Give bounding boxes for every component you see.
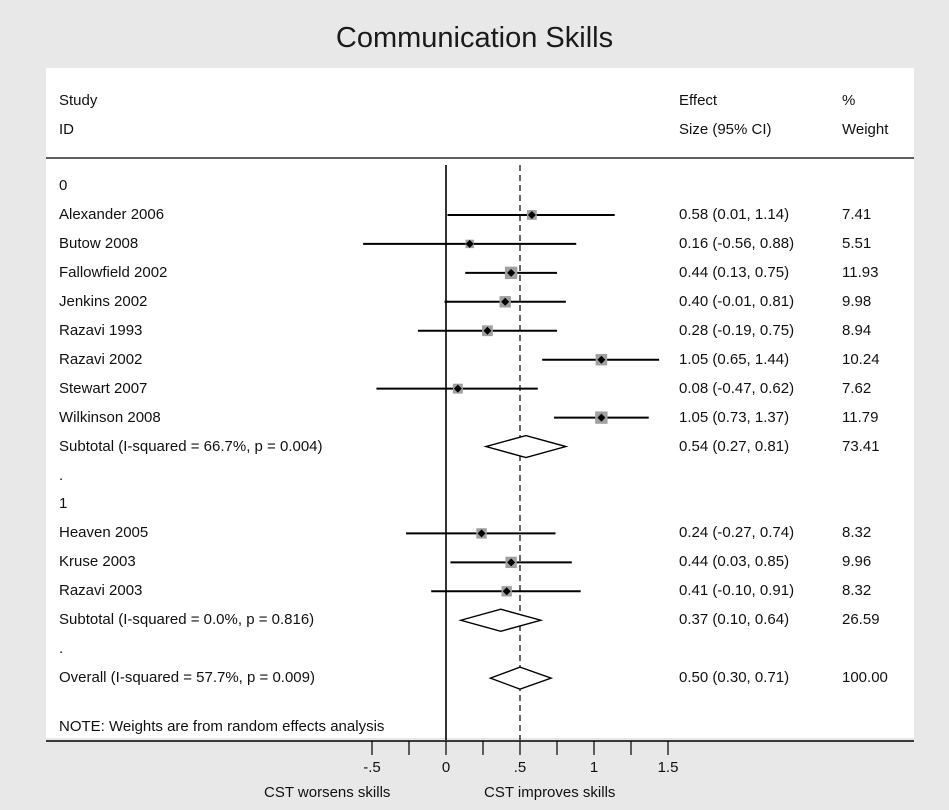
weight-value: 26.59	[842, 611, 880, 629]
weight-value: 8.32	[842, 582, 872, 600]
header-id: ID	[59, 121, 74, 138]
weight-value: 5.51	[842, 234, 872, 252]
spacer-dot: .	[59, 466, 64, 484]
plot-area	[46, 68, 914, 738]
study-label: Wilkinson 2008	[59, 408, 161, 426]
point-estimate-marker	[597, 413, 606, 422]
subtotal-diamond	[483, 434, 569, 459]
point-estimate-marker	[465, 239, 474, 248]
study-label: Razavi 2002	[59, 350, 143, 368]
study-label: Razavi 1993	[59, 321, 143, 339]
header-size-ci: Size (95% CI)	[679, 121, 772, 138]
study-label: Fallowfield 2002	[59, 263, 168, 281]
weight-value: 8.94	[842, 321, 872, 339]
effect-ci-value: 0.40 (-0.01, 0.81)	[679, 292, 795, 310]
effect-ci-value: 0.37 (0.10, 0.64)	[679, 611, 790, 629]
x-tick-label: 1.5	[657, 759, 679, 776]
chart-title: Communication Skills	[335, 22, 614, 54]
header-percent: %	[842, 92, 856, 109]
effect-ci-value: 0.08 (-0.47, 0.62)	[679, 379, 795, 397]
overall-label: Overall (I-squared = 57.7%, p = 0.009)	[59, 669, 315, 687]
overall-diamond	[488, 666, 554, 690]
x-tick-label: .5	[513, 759, 527, 776]
weight-value: 11.79	[842, 408, 879, 426]
x-tick-label: 1	[589, 759, 599, 776]
header-study: Study	[59, 92, 98, 109]
weight-value: 8.32	[842, 524, 872, 542]
axis-label-right: CST improves skills	[484, 784, 616, 801]
group-label: 1	[59, 495, 68, 513]
effect-ci-value: 0.24 (-0.27, 0.74)	[679, 524, 795, 542]
study-label: Stewart 2007	[59, 379, 148, 397]
weights-note: NOTE: Weights are from random effects an…	[59, 718, 385, 735]
study-label: Alexander 2006	[59, 205, 165, 223]
point-estimate-marker	[527, 210, 536, 219]
group-label: 0	[59, 177, 68, 194]
point-estimate-marker	[502, 587, 511, 596]
study-label: Butow 2008	[59, 234, 139, 252]
x-tick-label: -.5	[363, 759, 381, 776]
axis-label-left: CST worsens skills	[264, 784, 391, 801]
point-estimate-marker	[483, 326, 492, 335]
effect-ci-value: 0.54 (0.27, 0.81)	[679, 437, 790, 455]
point-estimate-marker	[453, 384, 462, 393]
point-estimate-marker	[507, 268, 516, 277]
weight-value: 9.98	[842, 292, 872, 310]
spacer-dot: .	[59, 640, 64, 658]
header-effect: Effect	[679, 92, 718, 109]
weight-value: 7.41	[842, 205, 872, 223]
effect-ci-value: 1.05 (0.65, 1.44)	[679, 350, 790, 368]
weight-value: 11.93	[842, 263, 879, 281]
study-label: Kruse 2003	[59, 553, 136, 571]
weight-value: 7.62	[842, 379, 872, 397]
weight-value: 73.41	[842, 437, 880, 455]
study-label: Heaven 2005	[59, 524, 149, 542]
point-estimate-marker	[597, 355, 606, 364]
effect-ci-value: 0.58 (0.01, 1.14)	[679, 205, 790, 223]
point-estimate-marker	[477, 529, 486, 538]
point-estimate-marker	[507, 558, 516, 567]
weight-value: 100.00	[842, 669, 888, 687]
effect-ci-value: 0.41 (-0.10, 0.91)	[679, 582, 795, 600]
effect-ci-value: 0.44 (0.13, 0.75)	[679, 263, 790, 281]
subtotal-label: Subtotal (I-squared = 0.0%, p = 0.816)	[59, 611, 315, 629]
header-weight: Weight	[842, 121, 889, 138]
effect-ci-value: 1.05 (0.73, 1.37)	[679, 408, 790, 426]
x-tick-label: 0	[441, 759, 451, 776]
subtotal-diamond	[458, 608, 544, 632]
effect-ci-value: 0.16 (-0.56, 0.88)	[679, 234, 795, 252]
effect-ci-value: 0.44 (0.03, 0.85)	[679, 553, 790, 571]
effect-ci-value: 0.50 (0.30, 0.71)	[679, 669, 790, 687]
point-estimate-marker	[501, 297, 510, 306]
study-label: Jenkins 2002	[59, 292, 148, 310]
effect-ci-value: 0.28 (-0.19, 0.75)	[679, 321, 795, 339]
weight-value: 10.24	[842, 350, 880, 368]
study-label: Razavi 2003	[59, 582, 143, 600]
subtotal-label: Subtotal (I-squared = 66.7%, p = 0.004)	[59, 437, 323, 455]
weight-value: 9.96	[842, 553, 872, 571]
